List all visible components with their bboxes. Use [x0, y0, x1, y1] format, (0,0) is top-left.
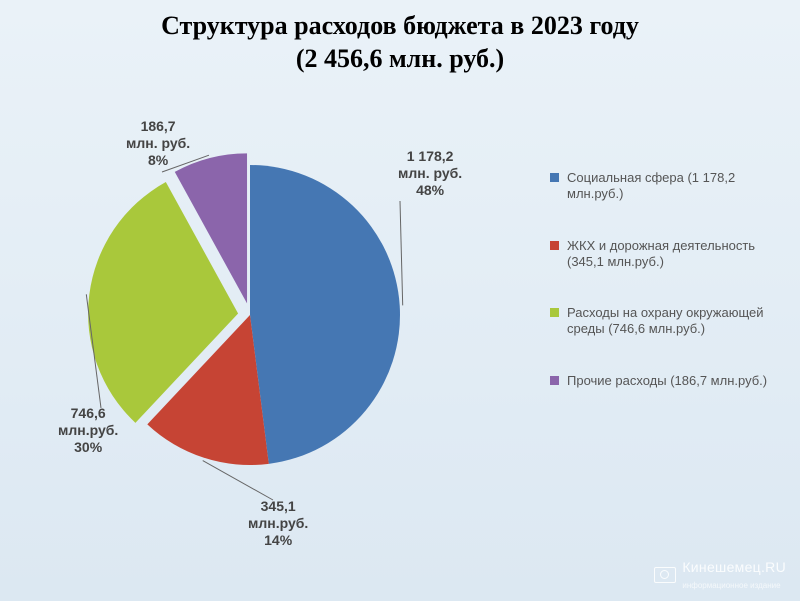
label-unit: млн.руб. — [248, 515, 308, 532]
legend-label: Социальная сфера (1 178,2 млн.руб.) — [567, 170, 770, 203]
slice-label-housing_roads: 345,1млн.руб.14% — [248, 498, 308, 548]
watermark-sub: информационное издание — [682, 581, 780, 590]
watermark: Кинешемец.RU информационное издание — [654, 559, 786, 591]
legend-item-social: Социальная сфера (1 178,2 млн.руб.) — [550, 170, 770, 203]
slice-label-environment: 746,6млн.руб.30% — [58, 405, 118, 455]
leader-line-housing_roads — [203, 461, 273, 500]
label-value: 345,1 — [248, 498, 308, 515]
legend-label: ЖКХ и дорожная деятельность (345,1 млн.р… — [567, 238, 770, 271]
legend-item-other: Прочие расходы (186,7 млн.руб.) — [550, 373, 770, 389]
slice-label-other: 186,7млн. руб.8% — [126, 118, 190, 168]
legend-label: Расходы на охрану окружающей среды (746,… — [567, 305, 770, 338]
legend-item-housing_roads: ЖКХ и дорожная деятельность (345,1 млн.р… — [550, 238, 770, 271]
label-percent: 30% — [58, 439, 118, 456]
pie-slice-social — [250, 165, 400, 464]
watermark-brand: Кинешемец.RU — [682, 559, 786, 575]
label-value: 746,6 — [58, 405, 118, 422]
label-percent: 48% — [398, 182, 462, 199]
camera-icon — [654, 567, 676, 583]
legend-swatch — [550, 241, 559, 250]
leader-line-social — [400, 201, 403, 305]
label-percent: 14% — [248, 532, 308, 549]
label-unit: млн. руб. — [126, 135, 190, 152]
label-unit: млн.руб. — [58, 422, 118, 439]
label-unit: млн. руб. — [398, 165, 462, 182]
legend-item-environment: Расходы на охрану окружающей среды (746,… — [550, 305, 770, 338]
label-value: 186,7 — [126, 118, 190, 135]
legend: Социальная сфера (1 178,2 млн.руб.) ЖКХ и… — [550, 170, 770, 424]
legend-swatch — [550, 173, 559, 182]
legend-swatch — [550, 308, 559, 317]
slice-label-social: 1 178,2млн. руб.48% — [398, 148, 462, 198]
legend-swatch — [550, 376, 559, 385]
label-value: 1 178,2 — [398, 148, 462, 165]
legend-label: Прочие расходы (186,7 млн.руб.) — [567, 373, 770, 389]
label-percent: 8% — [126, 152, 190, 169]
